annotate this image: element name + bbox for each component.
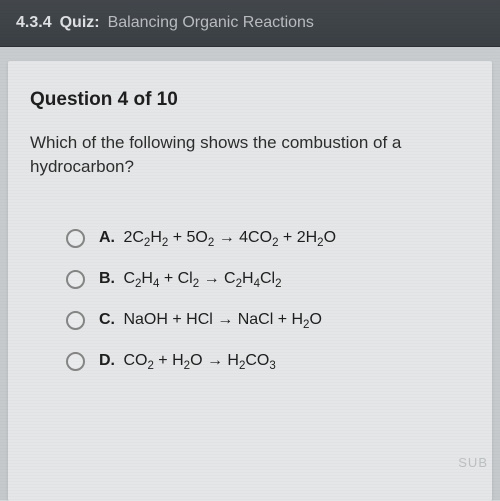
- option-letter: A.: [99, 229, 115, 246]
- option-b[interactable]: B. C2H4 + Cl2 → C2H4Cl2: [66, 270, 470, 289]
- quiz-header: 4.3.4 Quiz: Balancing Organic Reactions: [0, 0, 500, 47]
- option-formula: CO2 + H2O → H2CO3: [123, 352, 275, 369]
- quiz-label: Quiz:: [60, 14, 100, 32]
- option-formula: NaOH + HCl → NaCl + H2O: [123, 311, 321, 328]
- question-number: Question 4 of 10: [30, 89, 470, 111]
- option-text: B. C2H4 + Cl2 → C2H4Cl2: [99, 270, 281, 288]
- question-text: Which of the following shows the combust…: [30, 131, 470, 179]
- option-c[interactable]: C. NaOH + HCl → NaCl + H2O: [66, 311, 470, 330]
- question-card: Question 4 of 10 Which of the following …: [8, 61, 492, 501]
- submit-hint: SUB: [458, 455, 488, 470]
- option-text: C. NaOH + HCl → NaCl + H2O: [99, 311, 322, 329]
- section-number: 4.3.4: [16, 14, 52, 32]
- radio-icon[interactable]: [66, 311, 85, 330]
- radio-icon[interactable]: [66, 229, 85, 248]
- quiz-screen: 4.3.4 Quiz: Balancing Organic Reactions …: [0, 0, 500, 500]
- options-group: A. 2C2H2 + 5O2 → 4CO2 + 2H2O B. C2H4 + C…: [30, 229, 470, 371]
- radio-icon[interactable]: [66, 352, 85, 371]
- option-letter: B.: [99, 270, 115, 287]
- option-a[interactable]: A. 2C2H2 + 5O2 → 4CO2 + 2H2O: [66, 229, 470, 248]
- option-letter: C.: [99, 311, 115, 328]
- quiz-title: Balancing Organic Reactions: [108, 14, 314, 32]
- option-letter: D.: [99, 352, 115, 369]
- option-d[interactable]: D. CO2 + H2O → H2CO3: [66, 352, 470, 371]
- option-formula: 2C2H2 + 5O2 → 4CO2 + 2H2O: [123, 229, 336, 246]
- option-text: A. 2C2H2 + 5O2 → 4CO2 + 2H2O: [99, 229, 336, 247]
- radio-icon[interactable]: [66, 270, 85, 289]
- option-text: D. CO2 + H2O → H2CO3: [99, 352, 276, 370]
- option-formula: C2H4 + Cl2 → C2H4Cl2: [123, 270, 281, 287]
